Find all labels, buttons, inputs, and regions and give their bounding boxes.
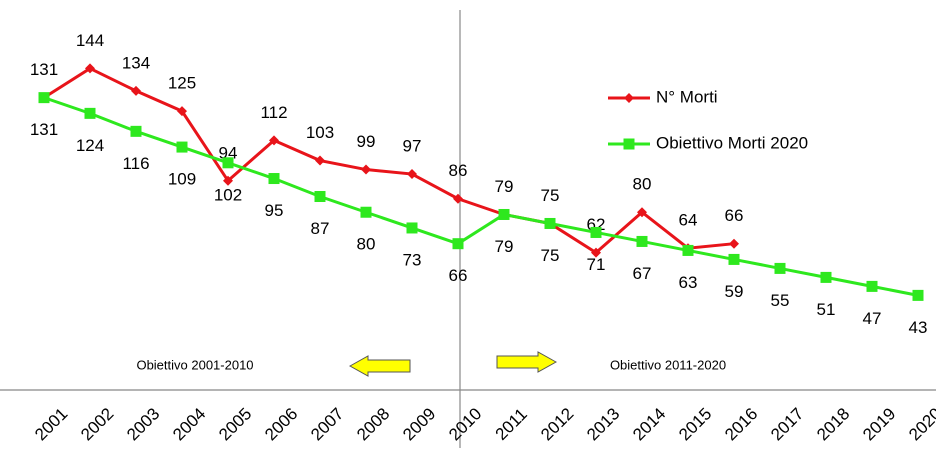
data-label: 80: [633, 175, 652, 194]
marker: [912, 289, 924, 301]
x-tick-label: 2001: [31, 404, 71, 444]
data-label: 102: [214, 185, 242, 204]
x-tick-label: 2005: [215, 404, 255, 444]
data-label: 116: [122, 154, 149, 173]
data-label: 59: [725, 282, 744, 301]
arrow-left: [348, 355, 411, 377]
legend-marker: [623, 138, 635, 150]
arrow-right: [496, 351, 558, 373]
x-tick-label: 2015: [675, 404, 715, 444]
marker: [728, 253, 740, 265]
x-tick-label: 2011: [492, 405, 531, 444]
x-tick-label: 2019: [859, 404, 899, 444]
data-label: 131: [30, 60, 58, 79]
marker: [591, 247, 601, 258]
data-label: 99: [357, 132, 376, 151]
data-label: 87: [311, 219, 330, 238]
marker: [682, 244, 694, 256]
marker: [130, 125, 142, 137]
marker: [498, 208, 510, 220]
data-label: 79: [495, 177, 514, 196]
marker: [131, 85, 141, 96]
data-label: 75: [541, 246, 560, 265]
series-line: [43, 96, 919, 297]
marker: [407, 169, 417, 180]
x-tick-label: 2002: [77, 404, 117, 444]
data-label: 109: [168, 170, 196, 189]
data-label: 73: [403, 250, 422, 269]
x-tick-label: 2020: [905, 404, 936, 444]
data-label: 55: [771, 291, 790, 310]
x-tick-label: 2014: [629, 404, 669, 444]
marker: [774, 262, 786, 274]
marker: [222, 157, 234, 169]
marker: [315, 155, 325, 166]
data-label: 131: [30, 120, 58, 139]
data-label: 67: [633, 264, 652, 283]
legend-label: N° Morti: [656, 87, 718, 106]
data-label: 103: [306, 123, 334, 142]
marker: [866, 280, 878, 292]
data-label: 125: [168, 74, 196, 93]
data-label: 66: [449, 266, 468, 285]
data-label: 47: [863, 309, 882, 328]
annotation: Obiettivo 2001-2010: [136, 357, 253, 372]
x-tick-label: 2006: [261, 404, 301, 444]
marker: [177, 106, 187, 117]
x-tick-label: 2018: [813, 404, 853, 444]
data-label: 64: [679, 211, 698, 230]
x-tick-label: 2012: [537, 404, 577, 444]
data-label: 71: [587, 255, 606, 274]
marker: [406, 222, 418, 234]
x-tick-label: 2008: [353, 404, 393, 444]
data-label: 134: [122, 53, 150, 72]
data-label: 124: [76, 136, 104, 155]
data-label: 112: [260, 103, 287, 122]
x-tick-label: 2016: [721, 404, 761, 444]
marker: [268, 173, 280, 185]
data-label: 95: [265, 201, 284, 220]
marker: [729, 238, 739, 249]
data-label: 66: [725, 206, 744, 225]
data-label: 79: [495, 237, 514, 256]
marker: [361, 164, 371, 175]
marker: [85, 63, 95, 74]
marker: [544, 217, 556, 229]
data-label: 51: [817, 300, 836, 319]
marker: [452, 238, 464, 250]
data-label: 97: [403, 137, 422, 156]
data-label: 63: [679, 273, 698, 292]
data-label: 86: [449, 161, 468, 180]
x-tick-label: 2017: [767, 404, 807, 444]
series-line: [43, 66, 735, 255]
x-tick-label: 2003: [123, 404, 163, 444]
marker: [223, 175, 233, 186]
marker: [590, 226, 602, 238]
data-label: 80: [357, 235, 376, 254]
marker: [637, 207, 647, 218]
data-label: 43: [909, 318, 928, 337]
marker: [38, 92, 50, 104]
marker: [84, 107, 96, 119]
marker: [269, 135, 279, 146]
legend-label: Obiettivo Morti 2020: [656, 133, 808, 152]
marker: [314, 191, 326, 203]
x-tick-label: 2010: [445, 404, 485, 444]
x-tick-label: 2004: [169, 404, 209, 444]
x-tick-label: 2007: [307, 404, 347, 444]
data-label: 144: [76, 31, 104, 50]
marker: [176, 141, 188, 153]
marker: [636, 235, 648, 247]
marker: [453, 193, 463, 204]
x-tick-label: 2009: [399, 404, 439, 444]
annotation: Obiettivo 2011-2020: [610, 357, 726, 372]
legend-marker: [624, 93, 634, 103]
x-tick-label: 2013: [583, 404, 623, 444]
data-label: 75: [541, 186, 560, 205]
marker: [820, 271, 832, 283]
marker: [360, 206, 372, 218]
